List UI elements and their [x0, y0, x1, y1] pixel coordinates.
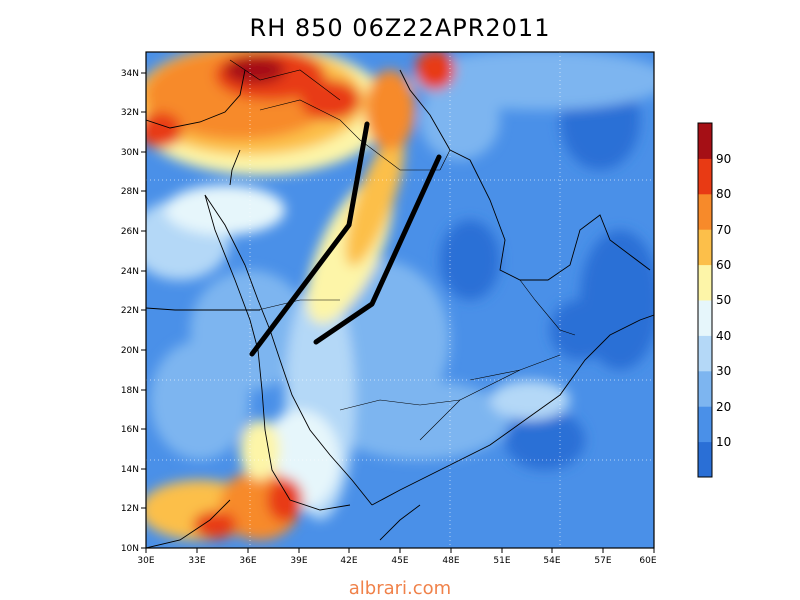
lat-tick-label: 20N [121, 346, 139, 356]
lat-tick-label: 32N [121, 108, 139, 118]
colorbar-labels: 10 20 30 40 50 60 70 80 90 [716, 152, 731, 449]
colorbar-swatch [698, 406, 712, 443]
colorbar-swatch [698, 123, 712, 159]
colorbar-label: 10 [716, 435, 731, 449]
lon-tick-label: 45E [391, 556, 408, 566]
lat-tick-label: 24N [121, 267, 139, 277]
coastlines [146, 69, 654, 548]
colorbar-swatch [698, 193, 712, 230]
colorbar-swatch [698, 158, 712, 195]
lat-tick-label: 26N [121, 227, 139, 237]
lat-tick-label: 18N [121, 386, 139, 396]
chart-title: RH 850 06Z22APR2011 [249, 14, 551, 42]
lat-tick-label: 30N [121, 148, 139, 158]
lat-tick-label: 22N [121, 306, 139, 316]
colorbar-swatch [698, 264, 712, 301]
colorbar-label: 80 [716, 187, 731, 201]
lat-tick-label: 10N [121, 544, 139, 554]
lat-tick-label: 34N [121, 69, 139, 79]
annotation-lines [249, 121, 442, 357]
latitude-axis: 10N 12N 14N 16N 18N 20N 22N 24N 26N 28N … [121, 69, 146, 554]
colorbar-swatch [698, 229, 712, 266]
lon-tick-label: 57E [594, 556, 611, 566]
colorbar-label: 90 [716, 152, 731, 166]
colorbar: 10 20 30 40 50 60 70 80 90 [697, 122, 731, 478]
lat-tick-label: 28N [121, 187, 139, 197]
lon-tick-label: 60E [639, 556, 656, 566]
colorbar-label: 70 [716, 223, 731, 237]
colorbar-label: 50 [716, 293, 731, 307]
lon-tick-label: 42E [340, 556, 357, 566]
lon-tick-label: 54E [543, 556, 560, 566]
colorbar-label: 60 [716, 258, 731, 272]
longitude-axis: 30E 33E 36E 39E 42E 45E 48E 51E 54E 57E … [137, 548, 657, 566]
colorbar-label: 20 [716, 400, 731, 414]
colorbar-swatch [698, 335, 712, 372]
humidity-field [146, 52, 654, 548]
watermark: albrari.com [348, 578, 452, 599]
lon-tick-label: 48E [442, 556, 459, 566]
colorbar-label: 40 [716, 329, 731, 343]
colorbar-swatch [698, 300, 712, 336]
lat-tick-label: 14N [121, 465, 139, 475]
lon-tick-label: 51E [493, 556, 510, 566]
colorbar-swatch [698, 370, 712, 407]
lat-tick-label: 12N [121, 504, 139, 514]
lat-tick-label: 16N [121, 425, 139, 435]
lon-tick-label: 36E [239, 556, 256, 566]
colorbar-swatches [698, 123, 712, 478]
colorbar-label: 30 [716, 364, 731, 378]
lon-tick-label: 33E [188, 556, 205, 566]
lon-tick-label: 39E [290, 556, 307, 566]
colorbar-swatch [698, 441, 712, 478]
lon-tick-label: 30E [137, 556, 154, 566]
